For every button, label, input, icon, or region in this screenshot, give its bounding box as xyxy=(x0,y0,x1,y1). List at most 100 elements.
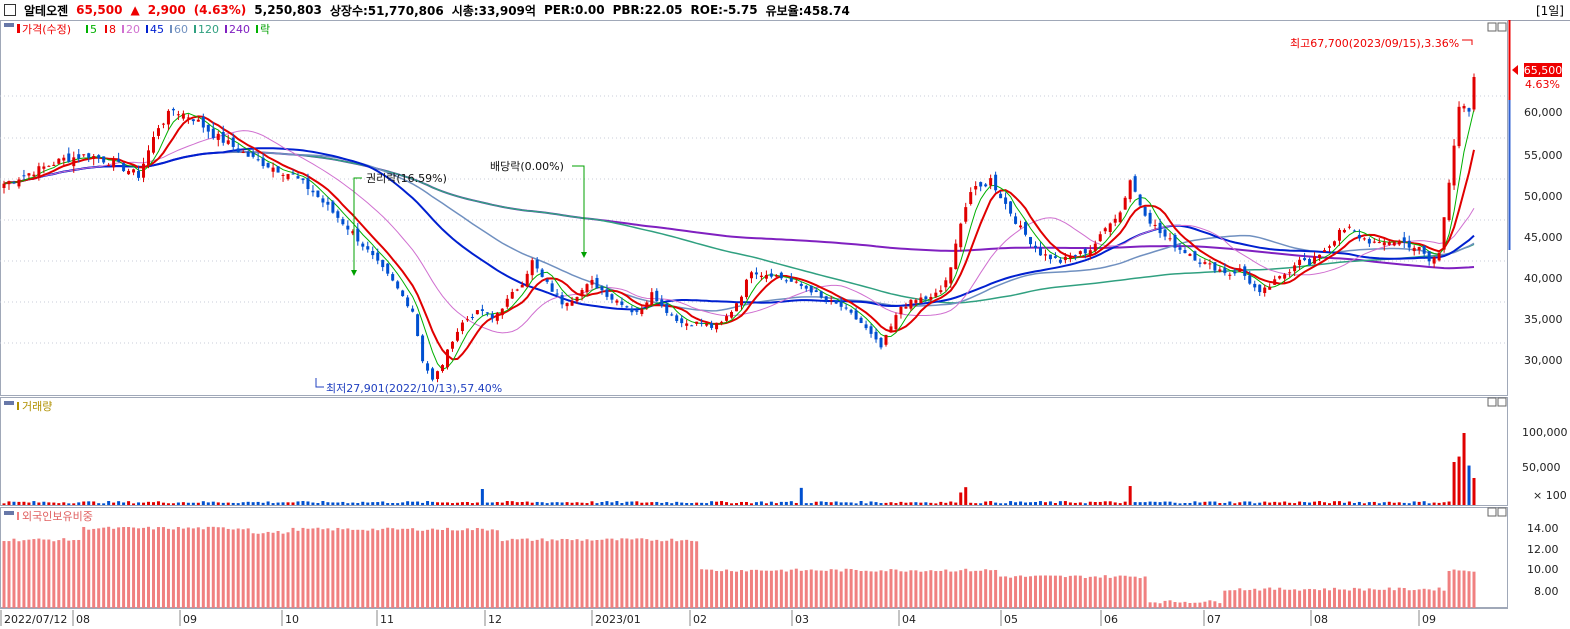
candle-body xyxy=(814,290,818,293)
volume-bar xyxy=(1288,502,1292,505)
candle-body xyxy=(1283,274,1287,279)
foreign-bar xyxy=(874,571,878,608)
candle-body xyxy=(829,300,833,302)
candle-body xyxy=(226,140,230,144)
candle-body xyxy=(999,193,1003,199)
foreign-bar xyxy=(132,527,136,608)
foreign-bar xyxy=(445,527,449,608)
foreign-bar xyxy=(1093,576,1097,608)
candle-body xyxy=(132,169,136,173)
volume-bar xyxy=(1004,503,1008,505)
foreign-bar xyxy=(1218,603,1222,608)
volume-bar xyxy=(1128,486,1132,505)
foreign-bar xyxy=(1377,589,1381,608)
foreign-bar xyxy=(57,540,61,608)
x-label: 11 xyxy=(380,613,394,626)
foreign-bar xyxy=(161,527,165,608)
foreign-bar xyxy=(450,530,454,608)
panel-menu-icon[interactable] xyxy=(4,401,14,405)
foreign-bar xyxy=(1253,588,1257,608)
candle-body xyxy=(470,317,474,319)
candle-body xyxy=(1238,268,1242,272)
volume-bar xyxy=(929,502,933,505)
candle-body xyxy=(186,117,190,119)
foreign-bar xyxy=(670,538,674,608)
volume-bar xyxy=(291,502,295,505)
volume-bar xyxy=(849,502,853,505)
candle-body xyxy=(67,153,71,162)
per: PER:0.00 xyxy=(543,3,605,17)
candle-body xyxy=(655,290,659,302)
ma45-line xyxy=(3,147,1475,311)
volume-bar xyxy=(266,501,270,505)
volume-bar xyxy=(391,503,395,505)
x-label: 05 xyxy=(1004,613,1018,626)
foreign-bar xyxy=(565,539,569,608)
volume-bar xyxy=(824,501,828,505)
panel-window-buttons[interactable] xyxy=(1487,22,1507,517)
candle-body xyxy=(715,322,719,330)
foreign-bar xyxy=(396,529,400,608)
candle-body xyxy=(645,302,649,308)
candle-body xyxy=(954,243,958,270)
current-percent-label: 4.63% xyxy=(1525,78,1560,91)
foreign-bar xyxy=(206,526,210,608)
checkbox[interactable] xyxy=(4,4,16,16)
candle-body xyxy=(465,319,469,321)
volume-bar xyxy=(37,502,41,505)
candle-body xyxy=(610,294,614,300)
candle-body xyxy=(600,286,604,291)
foreign-bar xyxy=(620,538,624,608)
foreign-bar xyxy=(1392,590,1396,608)
foreign-bar xyxy=(1138,578,1142,608)
candle-body xyxy=(869,326,873,334)
volume-bar xyxy=(336,502,340,505)
candle-body xyxy=(381,259,385,268)
volume-bar xyxy=(1397,502,1401,505)
foreign-bar xyxy=(784,571,788,608)
volume-bar xyxy=(271,503,275,505)
x-label: 09 xyxy=(183,613,197,626)
volume-bar xyxy=(490,502,494,505)
volume-bar xyxy=(386,503,390,505)
candle-body xyxy=(1332,241,1336,246)
foreign-bar xyxy=(1248,589,1252,608)
candle-body xyxy=(261,157,265,167)
volume-bar xyxy=(630,501,634,505)
foreign-bar xyxy=(969,571,973,608)
foreign-bar xyxy=(889,569,893,608)
volume-bar xyxy=(944,502,948,505)
candle-body xyxy=(1218,269,1222,272)
foreign-bar xyxy=(625,538,629,608)
foreign-bar xyxy=(560,538,564,608)
foreign-bar xyxy=(411,528,415,608)
panel-menu-icon[interactable] xyxy=(4,511,14,515)
volume-bar xyxy=(924,502,928,505)
foreign-bar xyxy=(77,539,81,608)
foreign-bar xyxy=(186,527,190,608)
foreign-bar xyxy=(276,531,280,608)
volume-bar xyxy=(450,503,454,505)
foreign-bar xyxy=(949,571,953,608)
volume-bar xyxy=(799,487,803,505)
volume-bar xyxy=(2,503,6,505)
candle-body xyxy=(271,167,275,172)
volume-bar xyxy=(470,503,474,505)
panel-menu-icon[interactable] xyxy=(4,23,14,27)
foreign-bar xyxy=(455,530,459,608)
period-button[interactable]: [1일] xyxy=(1535,3,1564,18)
volume-bar xyxy=(1412,501,1416,505)
volume-bar xyxy=(361,501,365,505)
volume-bar xyxy=(749,503,753,505)
volume-bar xyxy=(735,503,739,505)
foreign-bar xyxy=(520,538,524,608)
foreign-bar xyxy=(500,541,504,608)
volume-bar xyxy=(241,502,245,505)
candle-body xyxy=(211,128,215,139)
candle-body xyxy=(859,317,863,324)
high-annotation: 최고67,700(2023/09/15),3.36% xyxy=(1290,37,1459,50)
foreign-bar xyxy=(605,538,609,608)
volume-bar xyxy=(1058,501,1062,505)
volume-bar xyxy=(670,503,674,505)
volume-bar xyxy=(550,502,554,505)
